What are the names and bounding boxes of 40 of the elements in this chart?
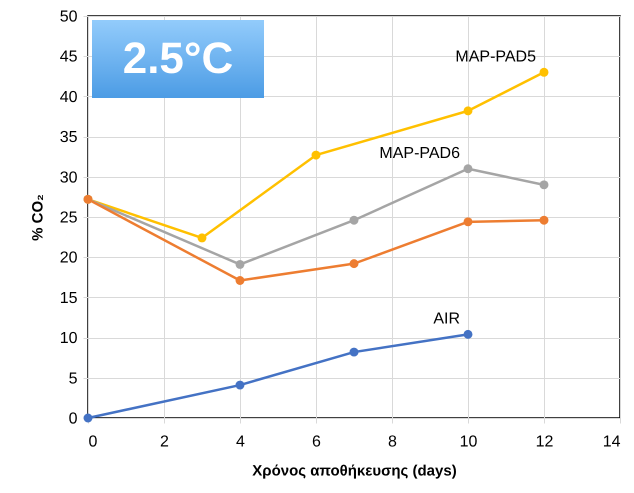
x-tick-label: 2: [160, 434, 170, 450]
point: [236, 276, 244, 285]
point: [464, 106, 472, 116]
y-tick-label: 30: [60, 169, 78, 186]
x-tick-label: 14: [602, 434, 621, 450]
y-tick-label: 5: [68, 370, 78, 388]
y-tick-label: 10: [60, 330, 78, 348]
point: [350, 348, 358, 357]
annotation: 2.5°C: [122, 34, 234, 83]
point: [464, 217, 472, 226]
y-tick-label: 15: [60, 290, 78, 307]
x-tick-label: 10: [460, 434, 478, 450]
point: [350, 216, 358, 225]
point: [350, 259, 358, 268]
series-label: MAP-PAD6: [379, 144, 460, 162]
point: [540, 180, 548, 190]
point: [312, 150, 320, 160]
series-label: AIR: [433, 310, 460, 328]
point: [464, 330, 472, 339]
y-tick-label: 35: [60, 129, 78, 146]
y-tick-label: 25: [60, 210, 78, 226]
point: [198, 233, 206, 242]
x-tick-label: 4: [236, 434, 246, 450]
y-tick-label: 0: [68, 410, 78, 428]
y-tick-label: 45: [60, 48, 78, 66]
x-axis-title: Χρόνος αποθήκευσης (days): [252, 462, 457, 480]
point: [236, 380, 244, 390]
series-label: MAP-PAD5: [455, 48, 536, 66]
point: [236, 260, 244, 269]
x-tick-label: 12: [536, 434, 554, 450]
y-tick-label: 50: [60, 8, 78, 26]
y-axis-title: % CO₂: [30, 194, 47, 241]
point: [464, 164, 472, 174]
point: [540, 216, 548, 225]
x-tick-label: 8: [388, 434, 398, 450]
x-tick-label: 0: [88, 434, 98, 450]
x-tick-label: 6: [312, 434, 322, 450]
point: [540, 68, 548, 77]
y-tick-label: 20: [60, 250, 78, 267]
y-tick-label: 40: [60, 88, 78, 106]
